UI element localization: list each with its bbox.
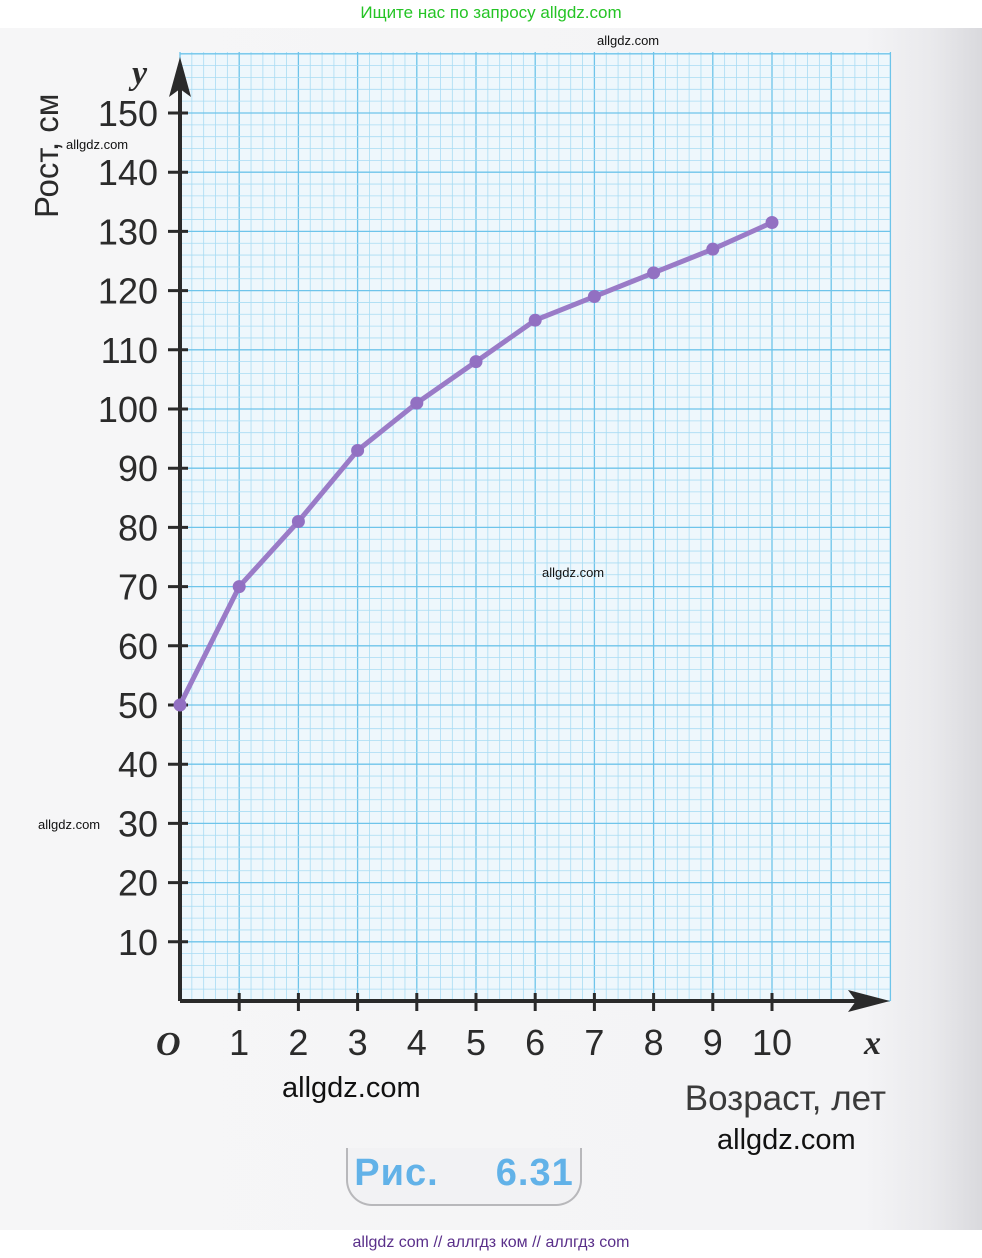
watermark-left-upper: allgdz.com — [66, 137, 129, 152]
data-point — [291, 514, 305, 528]
y-tick-label: 60 — [118, 626, 158, 667]
y-axis-letter: y — [128, 55, 148, 92]
footer-watermark: allgdz com // аллгдз ком // аллгдз com — [352, 1234, 630, 1251]
data-point — [587, 290, 601, 304]
y-tick-label: 90 — [118, 448, 158, 489]
x-tick-label: 9 — [703, 1022, 723, 1063]
data-point — [706, 242, 720, 256]
figure-caption: Рис. 6.31 — [348, 1152, 580, 1195]
top-banner: Ищите нас по запросу allgdz.com — [360, 3, 622, 22]
figure-caption-box: Рис. 6.31 — [346, 1148, 582, 1206]
y-tick-label: 70 — [118, 567, 158, 608]
y-tick-label: 50 — [118, 685, 158, 726]
x-tick-label: 6 — [525, 1022, 545, 1063]
x-tick-label: 10 — [752, 1022, 792, 1063]
figure-caption-label: Рис. — [354, 1152, 439, 1194]
watermark-center: allgdz.com — [542, 565, 605, 580]
data-point — [232, 580, 246, 594]
data-point — [410, 396, 424, 410]
data-point — [528, 313, 542, 327]
x-tick-label: 3 — [348, 1022, 368, 1063]
x-tick-label: 8 — [644, 1022, 664, 1063]
x-tick-label: 7 — [584, 1022, 604, 1063]
watermark-large-right: allgdz.com — [717, 1124, 856, 1156]
x-tick-label: 1 — [229, 1022, 249, 1063]
y-tick-label: 100 — [98, 389, 158, 430]
watermark-large-left: allgdz.com — [282, 1072, 421, 1104]
watermark-top: allgdz.com — [597, 33, 660, 48]
x-tick-label: 5 — [466, 1022, 486, 1063]
data-point — [647, 266, 661, 280]
data-point — [173, 698, 187, 712]
y-tick-label: 150 — [98, 93, 158, 134]
y-tick-label: 40 — [118, 744, 158, 785]
y-tick-label: 80 — [118, 507, 158, 548]
x-axis-title: Возраст, лет — [685, 1079, 886, 1118]
data-point — [469, 355, 483, 369]
data-point — [765, 216, 779, 230]
y-axis-title: Рост, см — [28, 94, 65, 218]
y-axis-arrow — [169, 57, 191, 97]
y-tick-label: 10 — [118, 922, 158, 963]
x-tick-label: 2 — [288, 1022, 308, 1063]
figure-caption-number: 6.31 — [495, 1152, 574, 1194]
y-tick-label: 130 — [98, 211, 158, 252]
origin-label: O — [156, 1026, 181, 1063]
x-tick-label: 4 — [407, 1022, 427, 1063]
x-axis-letter: x — [863, 1025, 881, 1062]
y-tick-label: 120 — [98, 271, 158, 312]
y-tick-label: 140 — [98, 152, 158, 193]
y-tick-label: 30 — [118, 803, 158, 844]
y-tick-label: 20 — [118, 863, 158, 904]
y-tick-label: 110 — [101, 330, 158, 371]
chart-grid — [179, 52, 892, 1002]
data-point — [351, 443, 365, 457]
x-axis-arrow — [848, 990, 890, 1012]
chart-tick-labels: 1 2 3 4 5 6 7 8 9 10 10 20 30 40 50 60 70 80 90 100 110 120 13… — [98, 93, 792, 1063]
chart-series — [173, 216, 779, 712]
watermark-left-lower: allgdz.com — [38, 817, 101, 832]
